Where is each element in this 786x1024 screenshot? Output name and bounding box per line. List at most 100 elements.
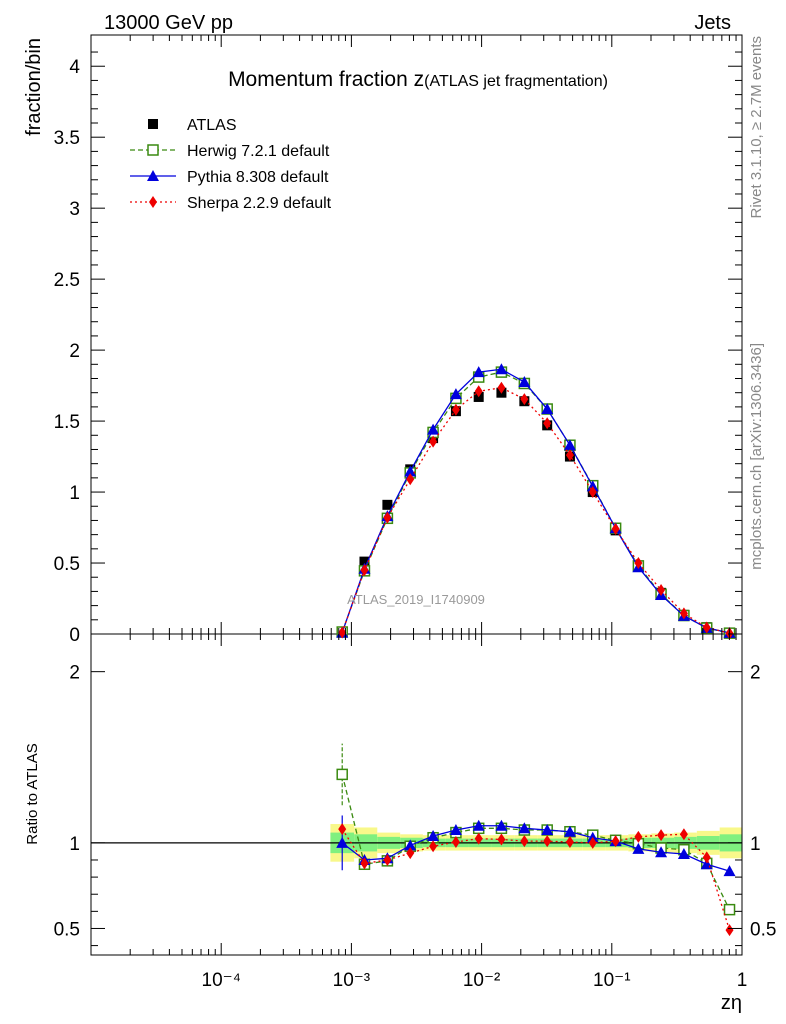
ratio-line-sherpa bbox=[341, 828, 731, 931]
point-sherpa bbox=[565, 449, 574, 462]
ratio-point-sherpa bbox=[565, 836, 574, 849]
point-pythia bbox=[449, 388, 462, 400]
ratio-point-sherpa bbox=[497, 833, 506, 846]
ratio-point-pythia bbox=[449, 824, 462, 836]
series-sherpa bbox=[338, 381, 734, 937]
legend-item-atlas: ATLAS bbox=[148, 117, 237, 134]
ratio-y-tick-label: 0.5 bbox=[54, 919, 80, 940]
point-sherpa bbox=[520, 393, 529, 406]
point-sherpa bbox=[474, 385, 483, 398]
point-pythia bbox=[404, 465, 417, 477]
point-pythia bbox=[518, 376, 531, 388]
point-pythia bbox=[541, 403, 554, 415]
legend-marker bbox=[148, 119, 158, 129]
ratio-point-sherpa bbox=[406, 847, 415, 860]
rivet-label: Rivet 3.1.10, ≥ 2.7M events bbox=[748, 36, 765, 219]
point-sherpa bbox=[360, 564, 369, 577]
point-sherpa bbox=[383, 511, 392, 524]
series-herwig bbox=[336, 366, 736, 916]
ratio-point-sherpa bbox=[611, 835, 620, 848]
x-axis-label: zη bbox=[721, 992, 742, 1014]
ratio-point-sherpa bbox=[725, 924, 734, 937]
point-atlas bbox=[382, 499, 393, 510]
point-pythia bbox=[495, 363, 508, 375]
ratio-point-pythia bbox=[655, 846, 668, 858]
ratio-point-pythia bbox=[404, 839, 417, 851]
point-pythia bbox=[563, 439, 576, 451]
point-pythia bbox=[427, 423, 440, 435]
ratio-point-herwig bbox=[723, 903, 736, 916]
point-pythia bbox=[586, 480, 599, 492]
ratio-y-tick-label-right: 1 bbox=[750, 834, 761, 855]
ratio-point-pythia bbox=[723, 865, 736, 877]
ratio-point-pythia bbox=[541, 824, 554, 836]
point-sherpa bbox=[634, 557, 643, 570]
x-tick-label: 10⁻² bbox=[463, 970, 501, 991]
ratio-y-axis-label: Ratio to ATLAS bbox=[24, 743, 41, 844]
ratio-point-pythia bbox=[472, 819, 485, 831]
ratio-point-pythia bbox=[518, 822, 531, 834]
series-layer bbox=[336, 363, 736, 937]
series-line-sherpa bbox=[341, 387, 730, 634]
axis-ticks: 10⁻⁴ 10⁻³ 10⁻² 10⁻¹ 1 0 0.5 1 1.5 2 2.5 3 3.5 4 0.5 0.5… bbox=[54, 35, 776, 991]
ratio-y-tick-label: 1 bbox=[69, 834, 80, 855]
ratio-point-pythia bbox=[495, 819, 508, 831]
ratio-point-sherpa bbox=[383, 853, 392, 866]
x-tick-label: 10⁻¹ bbox=[593, 970, 631, 991]
point-sherpa bbox=[429, 435, 438, 448]
y-tick-label: 1.5 bbox=[54, 412, 80, 433]
ratio-point-pythia bbox=[336, 836, 349, 848]
point-sherpa bbox=[497, 381, 506, 394]
series-pythia bbox=[336, 363, 736, 877]
ratio-point-sherpa bbox=[679, 828, 688, 841]
point-sherpa bbox=[451, 403, 460, 416]
y-tick-label: 4 bbox=[69, 57, 80, 78]
ratio-point-sherpa bbox=[543, 835, 552, 848]
ratio-point-sherpa bbox=[451, 836, 460, 849]
point-sherpa bbox=[611, 522, 620, 535]
legend-label: Herwig 7.2.1 default bbox=[187, 143, 330, 160]
legend-item-pythia: Pythia 8.308 default bbox=[130, 169, 329, 186]
header-right: Jets bbox=[694, 12, 731, 34]
y-axis-label: fraction/bin bbox=[23, 38, 45, 136]
x-tick-label: 1 bbox=[737, 970, 748, 991]
ratio-point-sherpa bbox=[702, 851, 711, 864]
point-sherpa bbox=[338, 626, 347, 639]
ratio-point-sherpa bbox=[474, 832, 483, 845]
ratio-point-pythia bbox=[677, 847, 690, 859]
point-sherpa bbox=[543, 417, 552, 430]
legend-marker bbox=[147, 170, 159, 181]
ratio-point-sherpa bbox=[360, 857, 369, 870]
ratio-point-sherpa bbox=[520, 835, 529, 848]
watermark: ATLAS_2019_I1740909 bbox=[347, 592, 485, 607]
point-sherpa bbox=[679, 607, 688, 620]
chart-title-main: Momentum fraction z bbox=[228, 68, 424, 91]
ratio-point-sherpa bbox=[429, 840, 438, 853]
y-tick-label: 2.5 bbox=[54, 270, 80, 291]
y-tick-label: 2 bbox=[69, 341, 80, 362]
ratio-point-sherpa bbox=[588, 836, 597, 849]
ratio-y-tick-label-right: 2 bbox=[750, 663, 761, 684]
point-sherpa bbox=[702, 621, 711, 634]
ratio-y-tick-label-right: 0.5 bbox=[750, 919, 776, 940]
point-sherpa bbox=[657, 583, 666, 596]
legend-marker bbox=[147, 144, 159, 156]
y-tick-label: 1 bbox=[69, 483, 80, 504]
ratio-y-tick-label: 2 bbox=[69, 663, 80, 684]
y-tick-label: 3 bbox=[69, 199, 80, 220]
ratio-point-pythia bbox=[427, 830, 440, 842]
ratio-point-pythia bbox=[563, 825, 576, 837]
chart-title-sub: (ATLAS jet fragmentation) bbox=[424, 73, 608, 90]
ratio-point-sherpa bbox=[634, 830, 643, 843]
legend-label: Sherpa 2.2.9 default bbox=[187, 195, 332, 212]
point-sherpa bbox=[406, 473, 415, 486]
point-sherpa bbox=[588, 486, 597, 499]
legend-item-sherpa: Sherpa 2.2.9 default bbox=[130, 195, 332, 212]
y-tick-label: 3.5 bbox=[54, 128, 80, 149]
chart-title: Momentum fraction z(ATLAS jet fragmentat… bbox=[228, 68, 608, 91]
point-pythia bbox=[472, 366, 485, 378]
ratio-point-pythia bbox=[632, 842, 645, 854]
header-left: 13000 GeV pp bbox=[104, 12, 233, 34]
legend-label: ATLAS bbox=[187, 117, 237, 134]
